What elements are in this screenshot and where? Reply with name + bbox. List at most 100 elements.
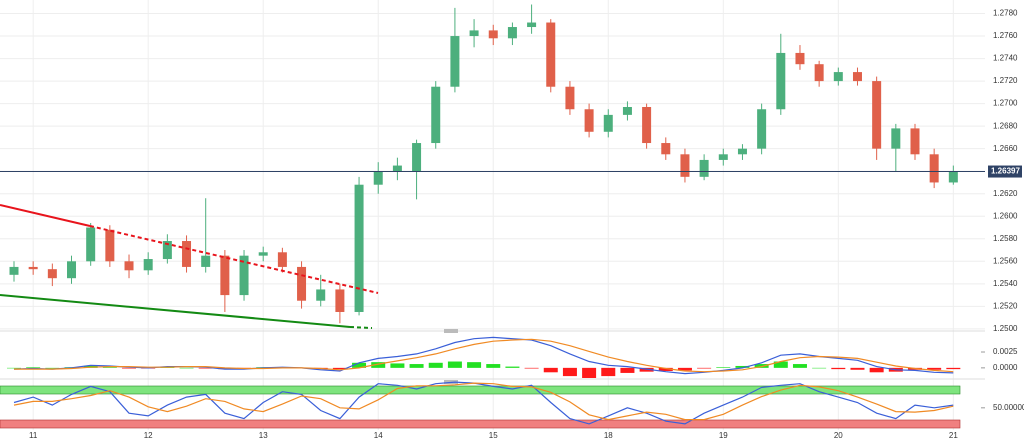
histogram-bar: [179, 367, 194, 369]
candle-body: [67, 261, 77, 279]
histogram-bar: [831, 367, 846, 370]
y-tick-label: 1.2520: [993, 301, 1018, 310]
histogram-bar: [716, 367, 731, 368]
x-tick-label: 21: [949, 431, 958, 440]
candle-body: [603, 114, 613, 132]
candle-body: [220, 255, 230, 296]
histogram-bar: [122, 367, 137, 369]
candle-body: [929, 154, 939, 183]
candle-body: [373, 171, 383, 185]
candle-body: [642, 106, 652, 144]
x-tick-label: 20: [834, 431, 843, 440]
last-price-box: [988, 165, 1022, 178]
candle-body: [584, 109, 594, 132]
y-tick-label: 1.2540: [993, 279, 1018, 288]
y-tick-label: 50.00000: [993, 403, 1024, 412]
y-tick-label: 1.2680: [993, 121, 1018, 130]
histogram-bar: [562, 367, 577, 377]
histogram-bar: [7, 367, 21, 369]
x-tick-label: 19: [719, 431, 728, 440]
candle-body: [297, 266, 307, 301]
candle-body: [814, 64, 824, 82]
y-tick-label: 1.2560: [993, 256, 1018, 265]
candle-body: [737, 148, 747, 155]
histogram-bar: [754, 364, 769, 368]
y-tick-label: 1.2740: [993, 54, 1018, 63]
y-tick-label: 1.2760: [993, 31, 1018, 40]
candle-body: [143, 259, 153, 271]
histogram-bar: [524, 367, 539, 369]
histogram-bar: [658, 367, 673, 372]
candle-body: [86, 227, 96, 262]
candle-body: [757, 109, 767, 149]
histogram-bar: [773, 361, 788, 368]
candle-body: [124, 261, 134, 271]
histogram-bar: [927, 367, 942, 370]
candle-body: [891, 128, 901, 149]
candle-body: [354, 184, 364, 312]
panel-handle: [444, 329, 458, 333]
histogram-bar: [102, 367, 117, 368]
histogram-bar: [352, 362, 367, 368]
candle-body: [239, 255, 249, 296]
overbought-band: [0, 385, 961, 395]
candle-body: [527, 22, 537, 28]
y-tick-label: 1.2700: [993, 99, 1018, 108]
y-tick-label: 0.0000: [993, 363, 1018, 372]
trend-line: [0, 204, 91, 227]
histogram-bar: [869, 367, 884, 373]
histogram-bar: [677, 367, 692, 371]
histogram-bar: [428, 362, 443, 368]
histogram-bar: [390, 363, 405, 368]
candle-body: [680, 154, 690, 177]
histogram-bar: [792, 364, 807, 368]
candle-body: [277, 252, 287, 267]
candle-body: [316, 289, 326, 301]
marks-layer: [0, 4, 985, 425]
histogram-bar: [735, 365, 750, 368]
histogram-bar: [45, 367, 60, 369]
trend-line: [89, 225, 379, 294]
candle-body: [431, 86, 441, 144]
candle-body: [833, 72, 843, 82]
indicator-line: [13, 382, 954, 421]
histogram-bar: [582, 367, 597, 378]
candle-body: [258, 252, 268, 256]
candle-body: [699, 159, 709, 177]
candle-body: [450, 36, 460, 87]
candle-body: [776, 52, 786, 110]
x-tick-label: 11: [29, 431, 38, 440]
histogram-bar: [639, 367, 654, 372]
candle-body: [201, 255, 211, 267]
candle-body: [105, 229, 115, 262]
candle-body: [335, 289, 345, 312]
histogram-bar: [620, 367, 635, 373]
candle-body: [412, 143, 422, 172]
trend-line: [0, 294, 351, 328]
x-tick-label: 12: [144, 431, 153, 440]
histogram-bar: [946, 367, 961, 370]
candle-body: [546, 22, 556, 87]
x-tick-label: 13: [259, 431, 268, 440]
y-tick-label: 1.2720: [993, 76, 1018, 85]
indicator-line: [13, 381, 954, 425]
y-tick-label: 1.2500: [993, 324, 1018, 333]
histogram-bar: [467, 362, 482, 368]
candle-body: [795, 52, 805, 65]
y-tick-label: 1.2660: [993, 144, 1018, 153]
histogram-bar: [26, 367, 41, 368]
y-tick-label: 1.2780: [993, 9, 1018, 18]
labels-layer: 1.2500 1.2520 1.2540 1.2560 1.2580 1.2600 1.26…: [29, 9, 1024, 440]
candle-body: [948, 171, 958, 183]
candle-body: [182, 241, 192, 267]
histogram-bar: [447, 361, 462, 368]
histogram-bar: [812, 367, 827, 369]
candle-body: [661, 143, 671, 155]
x-tick-label: 15: [489, 431, 498, 440]
oversold-band: [0, 419, 961, 429]
histogram-bar: [371, 362, 386, 368]
y-tick-label: 1.2580: [993, 234, 1018, 243]
y-tick-label: 1.2600: [993, 211, 1018, 220]
